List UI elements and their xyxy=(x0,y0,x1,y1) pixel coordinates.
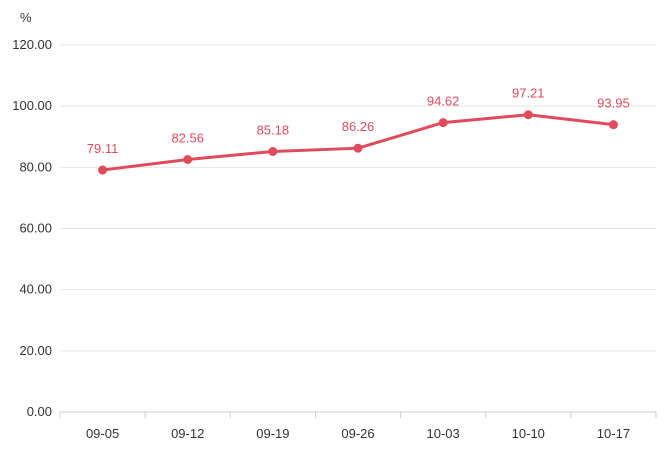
x-tick-label: 09-26 xyxy=(341,426,374,441)
y-tick-label: 80.00 xyxy=(19,159,52,174)
y-axis-unit-label: % xyxy=(20,10,32,25)
x-tick-label: 10-10 xyxy=(512,426,545,441)
data-point xyxy=(353,143,363,153)
data-label: 85.18 xyxy=(257,122,290,137)
x-tick-label: 09-12 xyxy=(171,426,204,441)
x-axis: 09-05 09-12 09-19 09-26 10-03 10-10 10-17 xyxy=(59,411,657,441)
x-tick-label: 09-05 xyxy=(86,426,119,441)
x-tick-label: 10-03 xyxy=(427,426,460,441)
y-tick-label: 40.00 xyxy=(19,282,52,297)
data-labels: 79.11 82.56 85.18 86.26 94.62 97.21 93.95 xyxy=(87,86,630,156)
gridlines xyxy=(60,44,656,352)
y-tick-label: 120.00 xyxy=(12,37,52,52)
data-label: 97.21 xyxy=(512,86,545,101)
data-label: 94.62 xyxy=(427,94,460,109)
y-tick-label: 100.00 xyxy=(12,98,52,113)
data-label: 93.95 xyxy=(597,96,630,111)
data-label: 82.56 xyxy=(171,131,204,146)
y-tick-label: 60.00 xyxy=(19,221,52,236)
series-group xyxy=(98,110,618,175)
data-point xyxy=(268,146,278,156)
y-axis-ticks: 0.00 20.00 40.00 60.00 80.00 100.00 120.00 xyxy=(12,37,52,419)
y-tick-label: 20.00 xyxy=(19,343,52,358)
y-tick-label: 0.00 xyxy=(27,404,52,419)
data-label: 79.11 xyxy=(87,141,119,156)
data-point xyxy=(523,110,533,120)
data-point xyxy=(608,120,618,130)
data-point xyxy=(438,118,448,128)
x-tick-label: 10-17 xyxy=(597,426,630,441)
x-tick-label: 09-19 xyxy=(256,426,289,441)
data-point xyxy=(98,165,108,175)
data-label: 86.26 xyxy=(342,119,375,134)
data-point xyxy=(183,155,193,165)
